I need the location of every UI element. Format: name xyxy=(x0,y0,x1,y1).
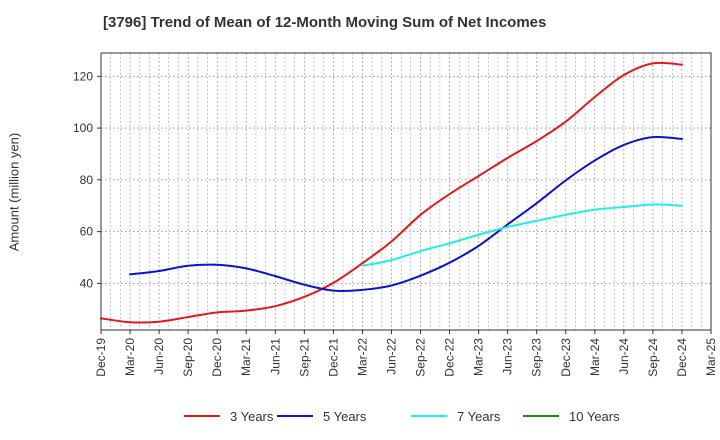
legend-label-10-years: 10 Years xyxy=(569,408,620,424)
legend-item-3-years: 3 Years xyxy=(184,406,273,426)
x-tick-label: Jun-24 xyxy=(617,338,631,375)
x-tick-label: Mar-22 xyxy=(355,338,369,376)
x-tick-label: Dec-22 xyxy=(443,338,457,377)
x-tick-label: Mar-24 xyxy=(588,338,602,376)
legend-swatch-3-years xyxy=(184,415,220,417)
legend-label-3-years: 3 Years xyxy=(230,408,274,424)
x-tick-label: Mar-21 xyxy=(239,338,253,376)
y-tick-label: 60 xyxy=(80,225,94,239)
x-tick-label: Sep-24 xyxy=(646,338,660,377)
series-line-7-years xyxy=(361,203,683,267)
x-tick-label: Jun-21 xyxy=(268,338,282,375)
x-tick-label: Jun-23 xyxy=(501,338,515,375)
x-tick-label: Dec-21 xyxy=(326,338,340,377)
y-tick-label: 40 xyxy=(80,276,94,290)
plot-frame xyxy=(100,52,712,331)
grid xyxy=(101,53,711,330)
x-tick-label: Sep-23 xyxy=(530,338,544,377)
x-tick-label: Dec-23 xyxy=(559,338,573,377)
legend-swatch-5-years xyxy=(277,415,313,417)
legend-swatch-7-years xyxy=(411,415,447,417)
x-tick-label: Dec-20 xyxy=(210,338,224,377)
x-tick-label: Jun-20 xyxy=(152,338,166,375)
y-tick-label: 120 xyxy=(73,69,93,83)
series-lines xyxy=(100,61,683,324)
x-tick-label: Dec-19 xyxy=(94,338,108,377)
chart-title: [3796] Trend of Mean of 12-Month Moving … xyxy=(103,14,547,31)
legend-item-7-years: 7 Years xyxy=(411,406,500,426)
legend-item-10-years: 10 Years xyxy=(523,406,620,426)
x-tick-label: Mar-25 xyxy=(704,338,718,376)
x-tick-label: Dec-24 xyxy=(675,338,689,377)
x-tick-label: Mar-20 xyxy=(123,338,137,376)
series-line-3-years xyxy=(100,61,683,324)
x-tick-label: Mar-23 xyxy=(472,338,486,376)
x-tick-label: Sep-21 xyxy=(297,338,311,377)
legend-swatch-10-years xyxy=(523,415,559,417)
legend: 3 Years 5 Years 7 Years 10 Years xyxy=(0,406,720,426)
x-tick-label: Sep-22 xyxy=(414,338,428,377)
legend-label-5-years: 5 Years xyxy=(323,408,367,424)
series-line-5-years xyxy=(129,135,683,293)
x-tick-label: Sep-20 xyxy=(181,338,195,377)
x-ticks: Dec-19 Mar-20 Jun-20 Sep-20 Dec-20 Mar-21 Jun-… xyxy=(94,330,718,377)
legend-label-7-years: 7 Years xyxy=(457,408,501,424)
legend-item-5-years: 5 Years xyxy=(277,406,366,426)
y-tick-label: 80 xyxy=(80,173,94,187)
x-tick-label: Jun-22 xyxy=(384,338,398,375)
y-tick-label: 100 xyxy=(73,121,93,135)
y-ticks: 40 60 80 100 120 xyxy=(73,69,101,290)
